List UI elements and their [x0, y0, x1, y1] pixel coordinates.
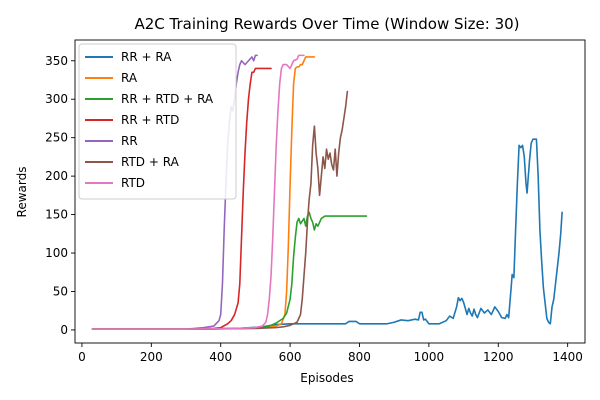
- x-tick-label-7: 1400: [552, 350, 583, 364]
- legend-label-0: RR + RA: [121, 50, 172, 64]
- y-tick-label-1: 50: [53, 284, 68, 298]
- series-line-5: [91, 90, 349, 330]
- legend-box: [78, 43, 237, 200]
- chart-title: A2C Training Rewards Over Time (Window S…: [134, 15, 519, 33]
- y-tick-label-0: 0: [60, 323, 68, 337]
- x-tick-label-3: 600: [279, 350, 302, 364]
- series-line-3: [91, 67, 272, 330]
- y-tick-label-7: 350: [45, 54, 68, 68]
- x-tick-label-4: 800: [348, 350, 371, 364]
- y-tick-label-4: 200: [45, 169, 68, 183]
- y-tick-label-5: 250: [45, 131, 68, 145]
- legend-label-6: RTD: [121, 176, 145, 190]
- axes-frame: [74, 39, 586, 344]
- y-tick-label-2: 100: [45, 246, 68, 260]
- series-line-0: [91, 138, 563, 330]
- x-tick-label-2: 400: [209, 350, 232, 364]
- y-axis-title: Rewards: [15, 167, 29, 218]
- x-tick-label-6: 1200: [483, 350, 514, 364]
- legend-label-3: RR + RTD: [121, 113, 179, 127]
- legend: RR + RA RA RR + RTD + RA RR + RTD RR RTD + RA…: [78, 43, 237, 200]
- legend-label-2: RR + RTD + RA: [121, 92, 214, 106]
- legend-label-5: RTD + RA: [121, 155, 180, 169]
- y-tick-label-3: 150: [45, 208, 68, 222]
- plot-area: [91, 54, 563, 330]
- x-tick-label-0: 0: [78, 350, 86, 364]
- x-tick-label-1: 200: [140, 350, 163, 364]
- axes: 0 200 400 600 800 1000 1200 1400 0 50 100 150 200 250…: [45, 39, 586, 364]
- legend-label-1: RA: [121, 71, 138, 85]
- series-line-6: [91, 54, 305, 330]
- legend-label-4: RR: [121, 134, 138, 148]
- y-tick-label-6: 300: [45, 92, 68, 106]
- series-line-2: [91, 211, 368, 330]
- x-axis-title: Episodes: [300, 371, 353, 385]
- x-tick-label-5: 1000: [414, 350, 445, 364]
